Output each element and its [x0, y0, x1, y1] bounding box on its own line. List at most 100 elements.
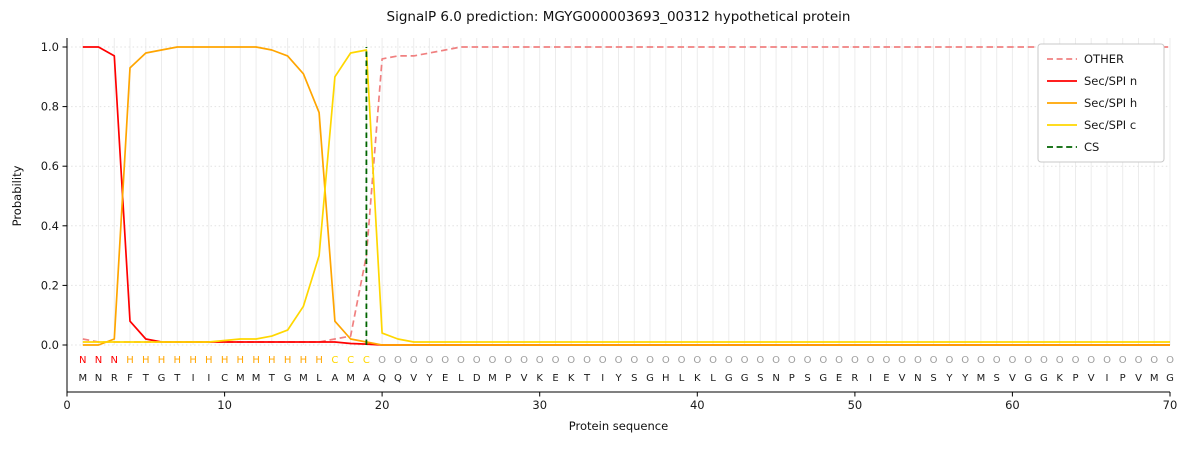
region-letter: C: [347, 355, 354, 366]
x-tick-label: 30: [532, 398, 547, 412]
x-tick-label: 40: [690, 398, 705, 412]
residue-letter: S: [930, 373, 936, 384]
residue-letter: P: [1072, 373, 1078, 384]
residue-letter: I: [601, 373, 604, 384]
residue-letter: E: [836, 373, 842, 384]
region-letter: O: [567, 355, 575, 366]
residue-letter: M: [1150, 373, 1159, 384]
residue-letter: I: [1106, 373, 1109, 384]
region-letter: O: [851, 355, 859, 366]
residue-letter: G: [158, 373, 166, 384]
legend-item-label: Sec/SPI h: [1084, 96, 1137, 110]
x-tick-label: 10: [217, 398, 232, 412]
region-letter: O: [1056, 355, 1064, 366]
region-letter: O: [536, 355, 544, 366]
x-tick-label: 60: [1005, 398, 1020, 412]
region-letter: O: [425, 355, 433, 366]
region-letter: N: [95, 355, 102, 366]
residue-letter: K: [568, 373, 575, 384]
region-letter: N: [79, 355, 86, 366]
residue-letter: M: [346, 373, 355, 384]
region-letter: H: [142, 355, 150, 366]
axes: 0 10 20 30 40 50 60 70 0.0 0.2 0.4 0.6 0.8 1.0: [41, 38, 1177, 412]
region-letter: O: [993, 355, 1001, 366]
residue-letter: L: [679, 373, 685, 384]
residue-letter: M: [299, 373, 308, 384]
region-letter: O: [756, 355, 764, 366]
residue-letter: A: [331, 373, 338, 384]
residue-letter: M: [78, 373, 87, 384]
residue-letter: T: [142, 373, 150, 384]
residue-letter: E: [552, 373, 558, 384]
probability-curves: [82, 46, 1170, 346]
region-letter: O: [441, 355, 449, 366]
residue-letter: G: [1166, 373, 1174, 384]
residue-letter: V: [410, 373, 417, 384]
region-letter: H: [205, 355, 213, 366]
region-letter: H: [252, 355, 260, 366]
residue-letter: P: [789, 373, 795, 384]
region-letter: O: [457, 355, 465, 366]
region-letter: O: [1072, 355, 1080, 366]
residue-letter: E: [883, 373, 889, 384]
region-letter: H: [174, 355, 182, 366]
residue-letter: R: [111, 373, 118, 384]
residue-letter: G: [819, 373, 827, 384]
residue-letter: M: [488, 373, 497, 384]
region-letter: O: [1119, 355, 1127, 366]
region-letter: H: [221, 355, 229, 366]
region-letter: O: [552, 355, 560, 366]
legend-item-label: CS: [1084, 140, 1099, 154]
residue-letter: Y: [425, 373, 433, 384]
region-letter: O: [520, 355, 528, 366]
region-letter: O: [977, 355, 985, 366]
residue-letter: T: [173, 373, 181, 384]
region-letter: O: [473, 355, 481, 366]
residue-letter: L: [316, 373, 322, 384]
region-letter: O: [1166, 355, 1174, 366]
x-tick-label: 0: [63, 398, 70, 412]
legend: OTHER Sec/SPI n Sec/SPI h Sec/SPI c CS: [1037, 43, 1165, 163]
region-letter: H: [315, 355, 323, 366]
region-letter: O: [394, 355, 402, 366]
residue-letter: S: [631, 373, 637, 384]
region-letter: H: [300, 355, 308, 366]
series-sec-spi-h-line: [82, 46, 1170, 346]
region-letter: O: [583, 355, 591, 366]
residue-letter: G: [725, 373, 733, 384]
residue-letter: Q: [394, 373, 402, 384]
residue-letter: A: [363, 373, 370, 384]
region-letter: O: [867, 355, 875, 366]
region-letter: O: [488, 355, 496, 366]
residue-letter: K: [694, 373, 701, 384]
region-letter: O: [914, 355, 922, 366]
region-letter: O: [835, 355, 843, 366]
region-letter: O: [630, 355, 638, 366]
chart-title: SignalP 6.0 prediction: MGYG000003693_00…: [386, 9, 851, 25]
region-letter: O: [930, 355, 938, 366]
region-letter: O: [1103, 355, 1111, 366]
residue-letter: M: [977, 373, 986, 384]
residue-letter: K: [1056, 373, 1063, 384]
y-axis-label: Probability: [10, 165, 24, 227]
residue-letter: S: [804, 373, 810, 384]
region-letter: O: [1135, 355, 1143, 366]
region-letter: H: [284, 355, 292, 366]
residue-letter: V: [1009, 373, 1016, 384]
residue-letter: S: [994, 373, 1000, 384]
residue-letter: V: [521, 373, 528, 384]
region-letter: O: [725, 355, 733, 366]
residue-letter: M: [252, 373, 261, 384]
region-letter: O: [788, 355, 796, 366]
legend-item-label: Sec/SPI c: [1084, 118, 1136, 132]
residue-letter: I: [192, 373, 195, 384]
y-tick-label: 0.8: [41, 100, 59, 114]
region-letter: O: [961, 355, 969, 366]
legend-item-label: Sec/SPI n: [1084, 74, 1137, 88]
residue-letter: Q: [378, 373, 386, 384]
region-letter: O: [678, 355, 686, 366]
region-letter: O: [599, 355, 607, 366]
y-tick-label: 0.6: [41, 159, 59, 173]
y-tick-label: 1.0: [41, 40, 59, 54]
